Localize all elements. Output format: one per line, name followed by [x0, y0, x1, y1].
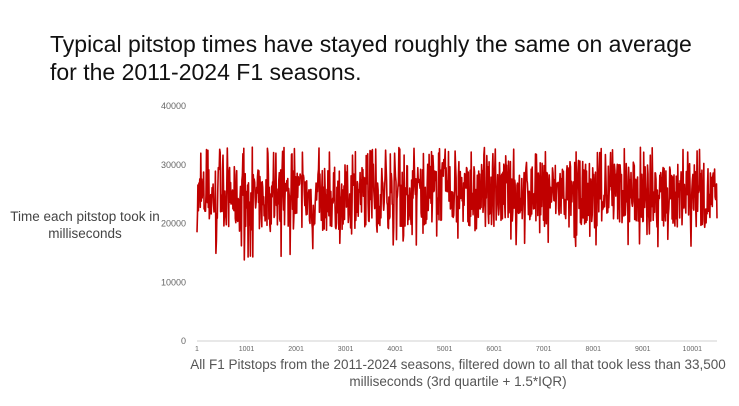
y-tick-label: 30000 [161, 160, 186, 170]
x-tick-label: 6001 [486, 346, 502, 353]
x-tick-label: 4001 [387, 346, 403, 353]
x-tick-label: 7001 [536, 346, 552, 353]
y-tick-label: 40000 [161, 101, 186, 111]
x-tick-label: 5001 [437, 346, 453, 353]
x-tick-label: 3001 [338, 346, 354, 353]
x-tick-label: 10001 [683, 346, 703, 353]
x-tick-label: 9001 [635, 346, 651, 353]
x-axis-label: All F1 Pitstops from the 2011-2024 seaso… [190, 357, 726, 389]
y-tick-label: 20000 [161, 219, 186, 229]
y-tick-label: 10000 [161, 277, 186, 287]
x-tick-label: 1 [195, 346, 199, 353]
x-tick-label: 2001 [288, 346, 304, 353]
series-line [196, 146, 718, 261]
y-tick-label: 0 [181, 336, 186, 346]
y-axis-label: Time each pitstop took in milliseconds [10, 209, 160, 241]
x-tick-label: 8001 [585, 346, 601, 353]
chart-title: Typical pitstop times have stayed roughl… [50, 31, 692, 85]
x-tick-label: 1001 [239, 346, 255, 353]
